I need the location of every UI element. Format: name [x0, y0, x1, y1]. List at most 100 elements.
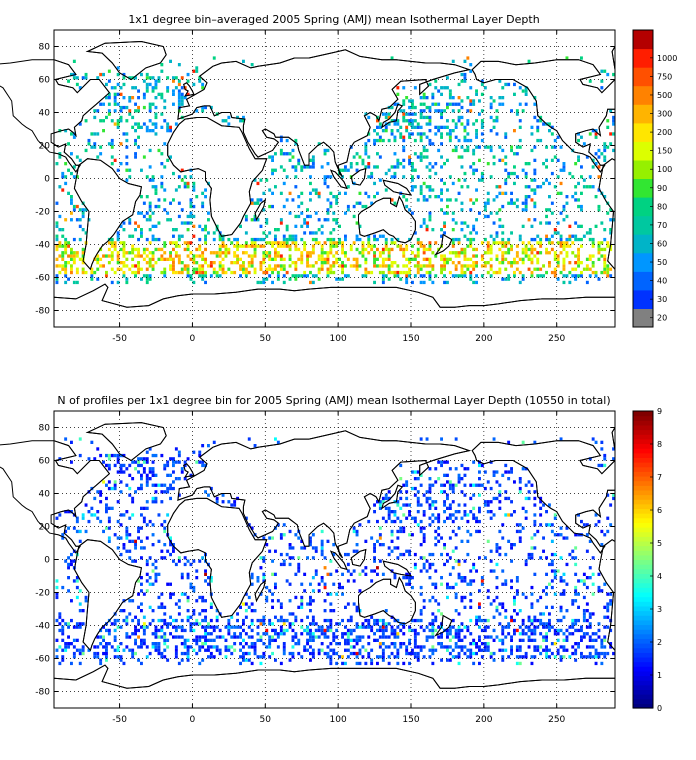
- data-bin: [402, 526, 406, 530]
- data-bin: [192, 609, 196, 613]
- data-bin: [183, 592, 187, 596]
- data-bin: [262, 277, 266, 281]
- data-bin: [550, 651, 554, 656]
- data-bin: [408, 576, 411, 580]
- data-bin: [483, 261, 487, 265]
- data-bin: [192, 638, 196, 642]
- data-bin: [163, 642, 167, 646]
- data-bin: [140, 602, 143, 606]
- data-bin: [422, 562, 426, 567]
- data-bin: [265, 270, 269, 275]
- data-bin: [370, 569, 374, 573]
- data-bin: [390, 237, 394, 242]
- data-bin: [253, 444, 257, 448]
- data-bin: [609, 628, 613, 633]
- data-bin: [451, 625, 455, 629]
- data-bin: [242, 261, 245, 265]
- data-bin: [256, 625, 260, 629]
- data-bin: [349, 618, 353, 623]
- data-bin: [163, 165, 167, 169]
- data-bin: [134, 86, 137, 90]
- data-bin: [309, 632, 312, 636]
- data-bin: [486, 595, 490, 600]
- data-bin: [151, 453, 155, 458]
- data-bin: [446, 632, 449, 636]
- data-bin: [268, 267, 272, 271]
- data-bin: [326, 274, 330, 278]
- data-bin: [218, 648, 222, 652]
- data-bin: [259, 622, 263, 626]
- data-bin: [440, 437, 443, 441]
- data-bin: [483, 204, 487, 209]
- data-bin: [413, 628, 417, 633]
- data-bin: [215, 274, 219, 278]
- data-bin: [268, 254, 272, 258]
- data-bin: [393, 175, 397, 179]
- data-bin: [367, 237, 371, 242]
- data-bin: [157, 257, 161, 261]
- data-bin: [329, 270, 333, 275]
- data-bin: [274, 572, 277, 576]
- data-bin: [460, 221, 464, 225]
- data-bin: [559, 145, 563, 149]
- data-bin: [70, 440, 73, 444]
- data-bin: [524, 175, 528, 179]
- data-bin: [311, 158, 315, 162]
- data-bin: [172, 92, 175, 96]
- data-bin: [55, 237, 59, 242]
- data-bin: [597, 251, 601, 255]
- data-bin: [148, 519, 152, 524]
- data-bin: [378, 135, 382, 139]
- data-bin: [521, 247, 525, 252]
- data-bin: [306, 251, 309, 255]
- data-bin: [186, 618, 190, 623]
- data-bin: [239, 267, 242, 271]
- data-bin: [381, 112, 385, 116]
- data-bin: [460, 251, 464, 255]
- data-bin: [463, 148, 467, 153]
- data-bin: [128, 599, 132, 603]
- data-bin: [457, 254, 461, 258]
- data-bin: [174, 244, 178, 248]
- data-bin: [93, 645, 97, 649]
- data-bin: [475, 132, 478, 136]
- data-bin: [195, 69, 199, 73]
- data-bin: [591, 129, 595, 133]
- data-bin: [524, 208, 528, 212]
- data-bin: [376, 566, 379, 570]
- data-bin: [183, 241, 187, 245]
- data-bin: [137, 645, 140, 649]
- data-bin: [64, 645, 68, 649]
- data-bin: [201, 254, 205, 258]
- data-bin: [186, 651, 190, 656]
- data-bin: [434, 241, 438, 245]
- data-bin: [268, 536, 272, 540]
- data-bin: [265, 267, 269, 271]
- data-bin: [96, 109, 100, 113]
- data-bin: [279, 257, 283, 261]
- data-bin: [425, 569, 429, 573]
- data-bin: [346, 168, 350, 172]
- data-bin: [548, 612, 551, 616]
- data-bin: [134, 642, 137, 646]
- data-bin: [568, 237, 572, 242]
- data-bin: [469, 63, 473, 67]
- data-bin: [577, 605, 580, 609]
- data-bin: [413, 638, 417, 642]
- data-bin: [486, 539, 490, 543]
- data-bin: [451, 251, 455, 255]
- data-bin: [472, 102, 476, 106]
- data-bin: [137, 267, 140, 271]
- data-bin: [163, 543, 167, 547]
- data-bin: [501, 602, 505, 606]
- data-bin: [180, 267, 184, 271]
- data-bin: [559, 270, 563, 275]
- data-bin: [279, 632, 283, 636]
- data-bin: [256, 579, 260, 583]
- data-bin: [291, 148, 295, 153]
- data-bin: [507, 470, 511, 474]
- data-bin: [416, 198, 420, 202]
- data-bin: [268, 642, 272, 646]
- data-bin: [90, 506, 94, 510]
- data-bin: [478, 645, 481, 649]
